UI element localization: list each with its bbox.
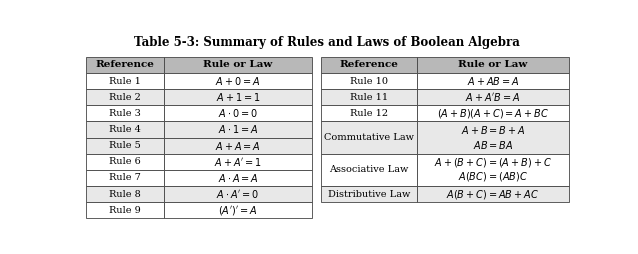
Text: Rule 8: Rule 8 xyxy=(109,189,140,199)
Text: Rule 1: Rule 1 xyxy=(109,77,141,86)
Text: Rule 11: Rule 11 xyxy=(350,93,388,102)
Bar xyxy=(85,138,164,154)
Text: Rule 9: Rule 9 xyxy=(109,206,140,215)
Bar xyxy=(417,73,569,89)
Text: Rule 5: Rule 5 xyxy=(109,141,140,150)
Text: Rule 6: Rule 6 xyxy=(109,157,140,166)
Text: Commutative Law: Commutative Law xyxy=(324,133,414,142)
Text: $A+A=A$: $A+A=A$ xyxy=(215,140,261,152)
Bar xyxy=(321,57,417,73)
Bar xyxy=(417,105,569,121)
Text: $A \cdot A'=0$: $A \cdot A'=0$ xyxy=(216,188,260,200)
Bar xyxy=(321,186,417,202)
Text: $A+A'B=A$: $A+A'B=A$ xyxy=(465,91,521,103)
Bar xyxy=(85,105,164,121)
Bar xyxy=(85,202,164,218)
Bar xyxy=(85,89,164,105)
Bar xyxy=(164,154,312,170)
Text: $A+AB=A$: $A+AB=A$ xyxy=(466,75,519,87)
Text: Associative Law: Associative Law xyxy=(329,165,408,174)
Text: $A+A'=1$: $A+A'=1$ xyxy=(214,156,262,168)
Bar xyxy=(417,154,569,186)
Text: $A(BC)=(AB)C$: $A(BC)=(AB)C$ xyxy=(458,170,528,183)
Text: $A+B=B+A$: $A+B=B+A$ xyxy=(461,124,525,136)
Text: Rule 2: Rule 2 xyxy=(109,93,141,102)
Bar xyxy=(321,121,417,154)
Bar xyxy=(85,73,164,89)
Bar xyxy=(85,121,164,138)
Text: Reference: Reference xyxy=(339,60,398,69)
Text: Rule 3: Rule 3 xyxy=(109,109,141,118)
Bar xyxy=(85,170,164,186)
Bar xyxy=(164,202,312,218)
Bar xyxy=(164,57,312,73)
Text: Rule 12: Rule 12 xyxy=(350,109,388,118)
Text: Reference: Reference xyxy=(95,60,154,69)
Text: Rule 4: Rule 4 xyxy=(109,125,141,134)
Bar xyxy=(85,154,164,170)
Bar xyxy=(164,121,312,138)
Bar xyxy=(164,170,312,186)
Text: Rule or Law: Rule or Law xyxy=(204,60,272,69)
Text: Rule or Law: Rule or Law xyxy=(458,60,528,69)
Text: $AB=BA$: $AB=BA$ xyxy=(473,139,513,151)
Text: Rule 10: Rule 10 xyxy=(350,77,388,86)
Text: $A \cdot 0=0$: $A \cdot 0=0$ xyxy=(218,107,258,119)
Bar xyxy=(321,154,417,186)
Bar xyxy=(85,57,164,73)
Bar xyxy=(417,57,569,73)
Bar xyxy=(164,138,312,154)
Bar xyxy=(85,186,164,202)
Text: $A+0=A$: $A+0=A$ xyxy=(215,75,261,87)
Text: $A \cdot A=A$: $A \cdot A=A$ xyxy=(218,172,258,184)
Text: Rule 7: Rule 7 xyxy=(109,173,141,182)
Bar xyxy=(164,73,312,89)
Text: $A+1=1$: $A+1=1$ xyxy=(216,91,260,103)
Bar xyxy=(164,105,312,121)
Bar xyxy=(164,186,312,202)
Text: $(A+B)(A+C)=A+BC$: $(A+B)(A+C)=A+BC$ xyxy=(437,107,549,120)
Bar xyxy=(321,73,417,89)
Bar xyxy=(417,89,569,105)
Text: $A+(B+C)=(A+B)+C$: $A+(B+C)=(A+B)+C$ xyxy=(434,156,552,169)
Text: $A(B+C)=AB+AC$: $A(B+C)=AB+AC$ xyxy=(447,187,540,201)
Bar xyxy=(417,121,569,154)
Bar xyxy=(164,89,312,105)
Text: Distributive Law: Distributive Law xyxy=(328,189,410,199)
Text: $(A')'=A$: $(A')'=A$ xyxy=(218,204,258,217)
Text: Table 5-3: Summary of Rules and Laws of Boolean Algebra: Table 5-3: Summary of Rules and Laws of … xyxy=(134,36,520,49)
Bar xyxy=(321,89,417,105)
Bar xyxy=(321,105,417,121)
Bar xyxy=(417,186,569,202)
Text: $A \cdot 1=A$: $A \cdot 1=A$ xyxy=(218,123,258,135)
